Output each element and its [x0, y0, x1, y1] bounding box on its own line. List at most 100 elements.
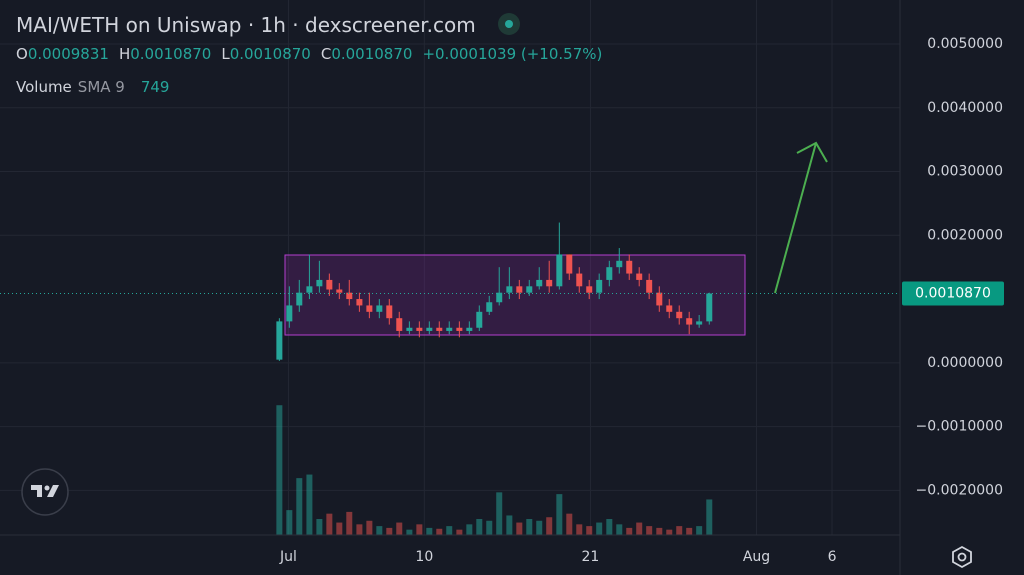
volume-bar — [516, 522, 523, 535]
candle-body — [626, 260, 633, 274]
volume-bar — [556, 494, 563, 535]
volume-bar — [386, 527, 393, 535]
candle-body — [636, 273, 643, 280]
candle-body — [456, 327, 463, 331]
volume-bar — [446, 526, 453, 535]
volume-bar — [356, 524, 363, 535]
volume-bar — [326, 513, 333, 535]
tv-logo — [21, 468, 69, 516]
candle-body — [536, 279, 543, 287]
volume-bar — [596, 522, 603, 535]
volume-bar — [396, 522, 403, 535]
volume-bar — [656, 527, 663, 535]
candle-body — [486, 302, 493, 312]
candle-body — [656, 292, 663, 306]
candle-body — [476, 311, 483, 328]
chart-title: MAI/WETH on Uniswap · 1h · dexscreener.c… — [16, 13, 476, 37]
candle-body — [616, 260, 623, 268]
volume-bar — [456, 529, 463, 535]
volume-pane — [276, 405, 713, 535]
status-dot — [497, 13, 520, 35]
candle-body — [676, 311, 683, 319]
volume-bar — [346, 511, 353, 535]
y-tick-label: 0.0050000 — [927, 36, 1003, 52]
volume-bar — [626, 527, 633, 535]
volume-bar — [536, 520, 543, 535]
candle-body — [356, 299, 363, 306]
candle-body — [646, 279, 653, 293]
ohlc-key: O — [16, 45, 28, 63]
volume-label: Volume — [16, 78, 72, 96]
candle-body — [516, 286, 523, 293]
candle-body — [286, 305, 293, 322]
candle-body — [366, 305, 373, 312]
candle-body — [436, 327, 443, 331]
volume-bar — [666, 529, 673, 535]
volume-bar — [576, 524, 583, 535]
candle-body — [306, 286, 313, 293]
volume-bar — [336, 522, 343, 535]
volume-bar — [426, 527, 433, 535]
volume-bar — [646, 526, 653, 535]
candle-body — [506, 286, 513, 293]
ohlc-value: 0.0010870 — [229, 45, 311, 63]
volume-bar — [296, 478, 303, 535]
y-tick-label: 0.0030000 — [927, 164, 1003, 180]
candle-body — [686, 318, 693, 325]
volume-bar — [476, 519, 483, 535]
volume-bar — [306, 474, 313, 535]
volume-bar — [606, 519, 613, 535]
volume-bar — [376, 526, 383, 535]
candle-body — [666, 305, 673, 312]
y-tick-label: 0.0040000 — [927, 100, 1003, 116]
candle-body — [696, 321, 703, 325]
candle-body — [466, 327, 473, 331]
range-box — [284, 254, 746, 336]
candle-body — [346, 292, 353, 300]
settings-icon[interactable] — [952, 545, 972, 569]
ohlc-key: H — [118, 45, 131, 63]
y-tick-label: −0.0010000 — [916, 419, 1003, 435]
last-price-tag — [902, 281, 1004, 306]
candle-body — [276, 321, 283, 360]
candle-body — [336, 289, 343, 293]
x-tick-label: 21 — [582, 549, 600, 565]
y-tick-label: 0.0000000 — [927, 355, 1003, 371]
ohlc-value: 0.0009831 — [27, 45, 109, 63]
candle-body — [586, 286, 593, 293]
volume-bar — [436, 528, 443, 535]
volume-bar — [416, 524, 423, 535]
candle-body — [706, 293, 713, 322]
candle-body — [296, 292, 303, 306]
candle-body — [426, 327, 433, 331]
volume-bar — [316, 519, 323, 535]
volume-bar — [686, 527, 693, 535]
candle-body — [316, 279, 323, 287]
volume-bar — [696, 526, 703, 535]
title-row: MAI/WETH on Uniswap · 1h · dexscreener.c… — [16, 10, 520, 37]
volume-bar — [466, 524, 473, 535]
candle-body — [546, 279, 553, 287]
candles — [276, 222, 713, 361]
volume-bar — [636, 522, 643, 535]
candle-body — [396, 318, 403, 331]
candle-body — [556, 254, 563, 287]
candle-body — [386, 305, 393, 319]
x-tick-label: Jul — [279, 549, 297, 565]
ohlc-value: 0.0010870 — [331, 45, 413, 63]
ohlc-value: 0.0010870 — [130, 45, 212, 63]
volume-sma-value: 749 — [140, 78, 170, 96]
volume-bar — [406, 529, 413, 535]
volume-sma-label: SMA 9 — [77, 78, 125, 96]
last-price-label: 0.0010870 — [915, 286, 991, 302]
volume-bar — [546, 517, 553, 535]
arrow — [774, 141, 828, 294]
x-tick-label: 6 — [828, 549, 837, 565]
candle-body — [406, 327, 413, 331]
candle-body — [416, 327, 423, 331]
volume-bar — [496, 492, 503, 535]
candle-body — [376, 305, 383, 312]
volume-bar — [286, 510, 293, 535]
ohlc-key: L — [221, 45, 230, 63]
